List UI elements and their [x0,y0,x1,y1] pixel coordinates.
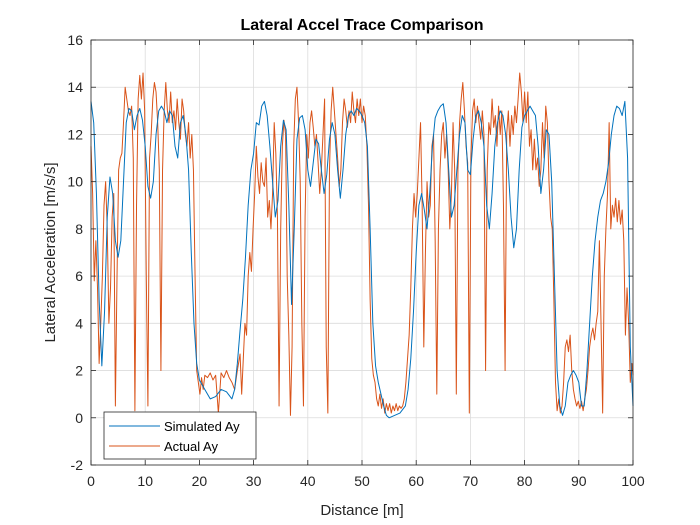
y-tick-label: 2 [75,363,83,379]
legend-label-actual: Actual Ay [164,439,218,454]
x-tick-label: 40 [300,473,316,489]
x-tick-label: 80 [517,473,533,489]
y-tick-label: -2 [71,457,84,473]
series-lines [90,72,634,419]
chart-title: Lateral Accel Trace Comparison [240,17,483,34]
y-tick-label: 12 [67,126,83,142]
y-tick-label: 6 [75,268,83,284]
x-tick-label: 70 [463,473,479,489]
legend-box [103,411,257,460]
x-tick-label: 20 [192,473,208,489]
y-tick-label: 0 [75,410,83,426]
x-tick-label: 100 [621,473,645,489]
y-tick-label: 8 [75,221,83,237]
x-tick-label: 30 [246,473,262,489]
y-tick-label: 4 [75,315,83,331]
legend-label-simulated: Simulated Ay [164,419,240,434]
x-axis-label: Distance [m] [320,502,403,519]
series-line-simulated [90,100,634,419]
x-tick-label: 0 [87,473,95,489]
x-tick-label: 90 [571,473,587,489]
x-tick-label: 60 [408,473,424,489]
legend: Simulated Ay Actual Ay [103,411,257,460]
y-axis-label: Lateral Acceleration [m/s/s] [42,162,59,342]
y-tick-label: 16 [67,32,83,48]
x-tick-label: 50 [354,473,370,489]
y-tick-label: 10 [67,174,83,190]
series-line-actual [90,72,634,416]
y-tick-label: 14 [67,79,83,95]
x-tick-label: 10 [137,473,153,489]
